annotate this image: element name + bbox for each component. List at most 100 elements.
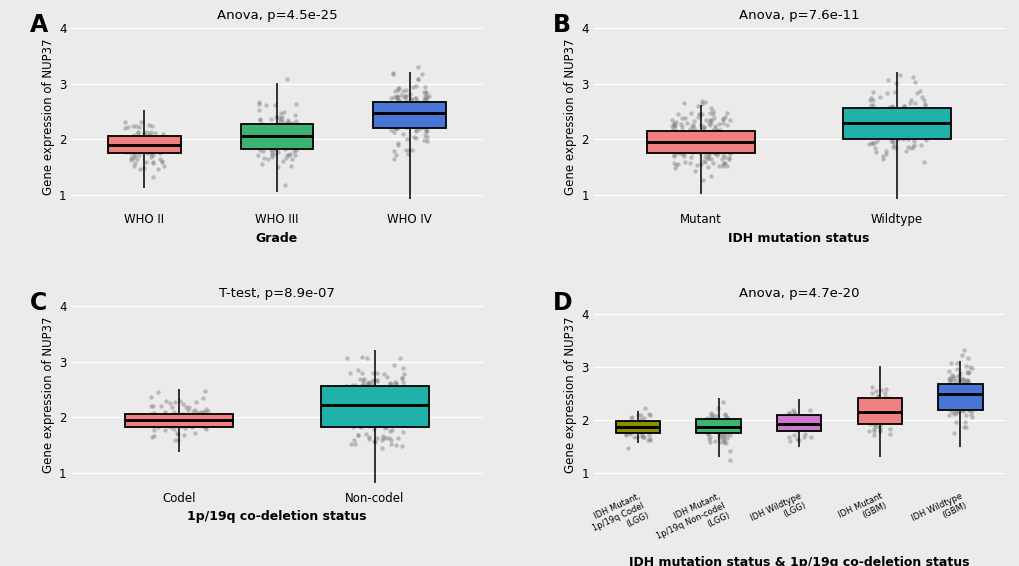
Point bbox=[253, 124, 269, 133]
Point bbox=[366, 412, 382, 421]
Point bbox=[397, 118, 414, 127]
Point bbox=[390, 95, 407, 104]
Point bbox=[704, 128, 720, 137]
Point bbox=[255, 153, 271, 162]
Point bbox=[961, 400, 977, 409]
Point bbox=[392, 392, 409, 401]
Point bbox=[418, 125, 434, 134]
Point bbox=[954, 406, 970, 415]
Point bbox=[139, 136, 155, 145]
Point bbox=[142, 134, 158, 143]
Point bbox=[663, 140, 680, 149]
Point bbox=[419, 136, 435, 145]
Point bbox=[164, 402, 180, 411]
Point bbox=[946, 389, 962, 398]
Point bbox=[665, 151, 682, 160]
Point bbox=[254, 147, 270, 156]
Point bbox=[287, 144, 304, 153]
Point bbox=[705, 143, 721, 152]
Point bbox=[345, 409, 362, 418]
Point bbox=[955, 380, 971, 389]
Point bbox=[343, 380, 360, 389]
Text: A: A bbox=[31, 12, 49, 37]
Point bbox=[876, 389, 893, 398]
Point bbox=[710, 438, 727, 447]
Point bbox=[871, 427, 888, 436]
Point bbox=[705, 128, 721, 137]
Point bbox=[396, 99, 413, 108]
Point bbox=[716, 153, 733, 162]
Point bbox=[963, 413, 979, 422]
Point bbox=[403, 120, 419, 129]
Point bbox=[878, 416, 895, 425]
Y-axis label: Gene expression of NUP37: Gene expression of NUP37 bbox=[564, 38, 577, 195]
Point bbox=[667, 126, 684, 135]
Point bbox=[276, 130, 292, 139]
Bar bbox=[321, 386, 428, 427]
Point bbox=[959, 384, 975, 393]
Point bbox=[861, 413, 877, 422]
Point bbox=[956, 389, 972, 398]
Point bbox=[350, 365, 366, 374]
Point bbox=[286, 121, 303, 130]
Point bbox=[360, 410, 376, 419]
Point bbox=[358, 409, 374, 418]
Point bbox=[360, 378, 376, 387]
Point bbox=[692, 137, 708, 146]
Point bbox=[706, 426, 722, 435]
Point bbox=[408, 82, 424, 91]
Point bbox=[946, 385, 962, 394]
Point bbox=[903, 106, 919, 115]
Point bbox=[354, 391, 370, 400]
Point bbox=[621, 421, 637, 430]
Point bbox=[377, 388, 393, 397]
Point bbox=[697, 138, 713, 147]
Point bbox=[288, 133, 305, 142]
Point bbox=[706, 426, 722, 435]
Point bbox=[673, 138, 689, 147]
Point bbox=[340, 414, 357, 423]
Point bbox=[380, 405, 396, 414]
Point bbox=[286, 127, 303, 136]
Point bbox=[358, 392, 374, 401]
Point bbox=[126, 142, 143, 151]
Point bbox=[282, 134, 299, 143]
Point bbox=[398, 100, 415, 109]
Point bbox=[689, 113, 705, 122]
Point bbox=[862, 108, 878, 117]
Point bbox=[950, 375, 966, 384]
Point bbox=[416, 110, 432, 119]
Point bbox=[702, 137, 718, 146]
Point bbox=[960, 368, 976, 377]
Point bbox=[699, 152, 715, 161]
Point bbox=[618, 429, 634, 438]
Point bbox=[390, 413, 407, 422]
Point bbox=[122, 148, 139, 157]
Point bbox=[641, 436, 657, 445]
Point bbox=[696, 123, 712, 132]
Point bbox=[350, 392, 366, 401]
Point bbox=[197, 407, 213, 416]
Point bbox=[261, 136, 277, 145]
Point bbox=[346, 440, 363, 449]
Point bbox=[863, 398, 879, 407]
Point bbox=[379, 390, 395, 399]
Point bbox=[359, 412, 375, 421]
Point bbox=[145, 402, 161, 411]
Point bbox=[791, 417, 807, 426]
Point bbox=[371, 405, 387, 414]
Point bbox=[706, 138, 722, 147]
Point bbox=[397, 115, 414, 125]
Point bbox=[872, 122, 889, 131]
Point bbox=[945, 404, 961, 413]
Point bbox=[696, 157, 712, 166]
Point bbox=[698, 139, 714, 148]
Point bbox=[251, 129, 267, 138]
Point bbox=[887, 122, 903, 131]
Point bbox=[195, 393, 211, 402]
Point bbox=[864, 108, 880, 117]
Point bbox=[686, 146, 702, 155]
Point bbox=[390, 404, 407, 413]
Point bbox=[143, 149, 159, 158]
Point bbox=[914, 129, 930, 138]
